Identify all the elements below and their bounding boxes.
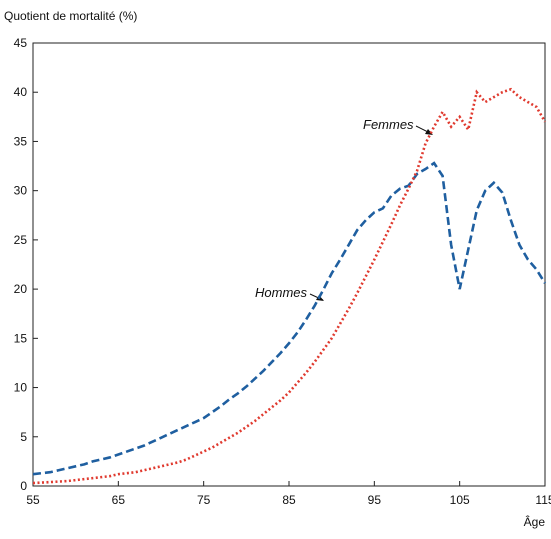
x-tick-label: 55 [26, 493, 40, 507]
y-tick-label: 40 [14, 85, 28, 99]
plot-frame [32, 42, 546, 487]
x-tick-label: 75 [197, 493, 211, 507]
x-tick-label: 85 [282, 493, 296, 507]
y-tick-label: 15 [14, 331, 28, 345]
y-axis-label: Quotient de mortalité (%) [4, 9, 137, 23]
y-tick-label: 10 [14, 381, 28, 395]
y-tick-label: 25 [14, 233, 28, 247]
y-tick-label: 35 [14, 134, 28, 148]
y-tick-label: 5 [20, 430, 27, 444]
y-tick-label: 45 [14, 36, 28, 50]
x-tick-label: 95 [368, 493, 382, 507]
annotation: Hommes [255, 285, 308, 300]
annotation: Femmes [363, 117, 414, 132]
y-tick-label: 30 [14, 184, 28, 198]
x-tick-label: 105 [450, 493, 470, 507]
x-tick-label: 65 [112, 493, 126, 507]
y-tick-label: 0 [20, 479, 27, 493]
series-line [32, 87, 547, 485]
y-tick-label: 20 [14, 282, 28, 296]
x-axis-label: Âge [524, 514, 546, 529]
series-line [32, 161, 547, 476]
x-tick-label: 115 [535, 493, 551, 507]
